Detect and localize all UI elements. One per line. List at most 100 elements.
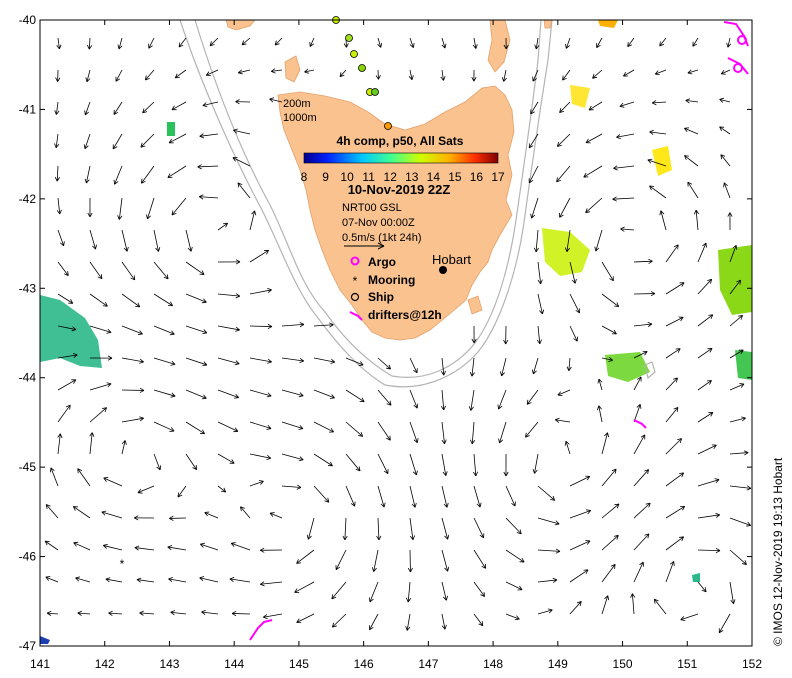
current-vector [692,37,699,47]
current-vector [505,613,520,621]
current-vector [342,517,348,541]
current-vector [249,323,273,330]
current-vector [409,517,415,541]
current-vector [633,404,642,423]
current-vector [205,69,219,76]
current-vector [409,421,419,444]
current-vector [170,610,187,616]
current-vector [665,438,682,455]
sst-patch-east-3 [735,350,752,380]
current-vector [726,37,732,48]
colorbar-tick-label: 11 [362,170,375,184]
current-vector [727,212,733,231]
current-vector [601,564,616,583]
current-vector [185,357,208,367]
current-vector [665,561,675,583]
current-vector [537,548,561,554]
current-vector [697,444,717,455]
current-vector [54,101,60,115]
current-vector [559,197,571,218]
current-vector [57,261,69,276]
current-vector [269,97,283,103]
current-vector [139,610,155,616]
drifter-tracks [249,21,749,641]
colorbar-title: 4h comp, p50, All Sats [337,134,464,148]
current-vector [233,128,251,135]
ship-marker [345,34,353,42]
current-vector [185,229,193,252]
current-vector [616,133,635,140]
hobart-marker [439,266,447,274]
current-vector [441,37,447,49]
current-vector [281,484,302,490]
current-vector [57,293,74,304]
current-vector [217,259,241,265]
current-vector [339,69,347,78]
lon-label: 147 [418,657,438,671]
current-vector [229,576,251,583]
current-vector [562,69,571,81]
current-vector [263,613,283,620]
current-vector [585,133,603,144]
current-vector [409,37,415,48]
depth-legend-1000m: 1000m [283,112,317,124]
current-vector [569,475,591,487]
current-vector [313,357,336,364]
current-vector [167,165,187,178]
current-vector [718,613,731,634]
sst-patch-east-4 [605,352,650,382]
ship-legend-label: Ship [368,290,394,304]
contour-seamount [644,361,656,380]
current-vector [153,325,175,336]
colorbar-tick-label: 17 [491,170,505,184]
lon-label: 150 [613,657,633,671]
current-vector [142,101,155,114]
current-vector [569,601,582,615]
scale-arrow [344,242,385,250]
current-vector [89,382,112,391]
current-vector [697,547,721,554]
current-vector [503,37,509,50]
current-vector [115,69,123,82]
current-vector [241,37,251,46]
current-vector [199,133,219,139]
current-vector [178,37,187,48]
current-vector [441,421,447,445]
current-vector [501,69,507,82]
current-vector [217,357,240,366]
current-vector [633,350,648,359]
current-vector [569,261,577,284]
current-vector [472,37,478,49]
current-vector [89,261,103,280]
current-vector [697,347,713,359]
current-vector [566,357,572,372]
argo-legend-icon [350,256,360,266]
current-vector [57,379,77,391]
current-vector [345,485,356,507]
current-vector [121,357,144,364]
depth-legend-200m: 200m [283,98,311,110]
current-vector [45,576,59,583]
colorbar-tick-label: 14 [427,170,441,184]
current-vector [729,383,745,391]
scale-label: 0.5m/s (1kt 24h) [342,232,421,244]
current-vector [249,249,269,263]
current-vector [729,485,752,491]
current-vector [468,389,475,411]
current-vector [503,453,509,477]
colorbar-tick-label: 9 [322,170,329,184]
colorbar-tick-label: 16 [470,170,484,184]
current-vector [217,453,235,464]
current-vector [368,581,379,603]
current-vector [313,453,333,467]
current-vector [500,357,507,377]
drifter-track [633,419,647,429]
current-vector [371,549,379,572]
plot-frame [39,19,753,647]
current-vector [633,502,651,519]
current-vector [54,165,60,182]
current-vector [113,101,123,115]
current-vector [498,421,507,444]
current-vector [630,593,636,615]
current-vector [77,468,91,487]
